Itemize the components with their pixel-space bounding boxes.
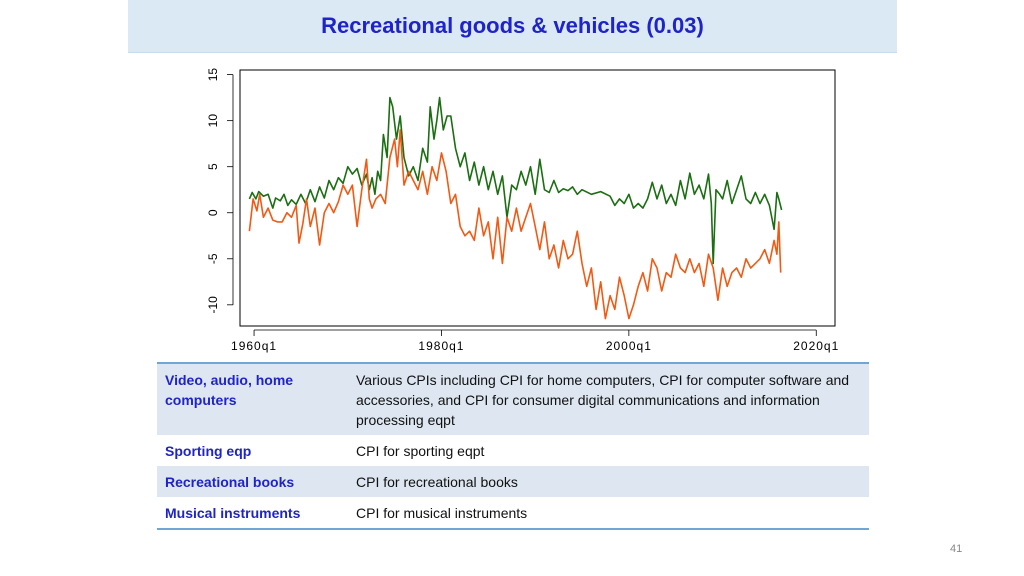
table-row: Recreational books CPI for recreational … [157,466,869,497]
table-row: Video, audio, home computers Various CPI… [157,364,869,435]
x-tick-label: 1960q1 [231,339,277,353]
category-cell: Sporting eqp [165,443,252,459]
description-table: Video, audio, home computers Various CPI… [157,362,869,530]
category-cell: Musical instruments [165,505,301,521]
description-cell: CPI for musical instruments [356,505,528,521]
series-line-1 [248,96,783,265]
y-tick-label: -5 [206,253,220,264]
y-tick-label: 10 [206,114,220,128]
slide-title: Recreational goods & vehicles (0.03) [321,13,704,38]
description-cell: CPI for sporting eqpt [356,443,485,459]
y-tick-label: 15 [206,68,220,82]
table-row: Musical instruments CPI for musical inst… [157,497,869,528]
category-cell: Recreational books [165,474,295,490]
title-bar: Recreational goods & vehicles (0.03) [128,0,897,53]
plot-frame [239,69,836,327]
x-tick-label: 1980q1 [418,339,464,353]
table-row: Sporting eqp CPI for sporting eqpt [157,435,869,466]
category-cell: Video, audio, home computers [165,372,294,408]
y-tick-label: -10 [206,296,220,314]
page-number: 41 [950,543,963,555]
description-cell: CPI for recreational books [356,474,518,490]
description-cell: Various CPIs including CPI for home comp… [356,372,850,428]
y-tick-label: 0 [206,209,220,216]
y-tick-label: 5 [206,163,220,170]
x-tick-label: 2000q1 [606,339,652,353]
x-tick-label: 2020q1 [793,339,839,353]
series-line-2 [248,129,782,320]
line-chart: -10 -5 0 5 10 15 1960q1 1980q1 2000q1 2020q1 [206,68,839,353]
